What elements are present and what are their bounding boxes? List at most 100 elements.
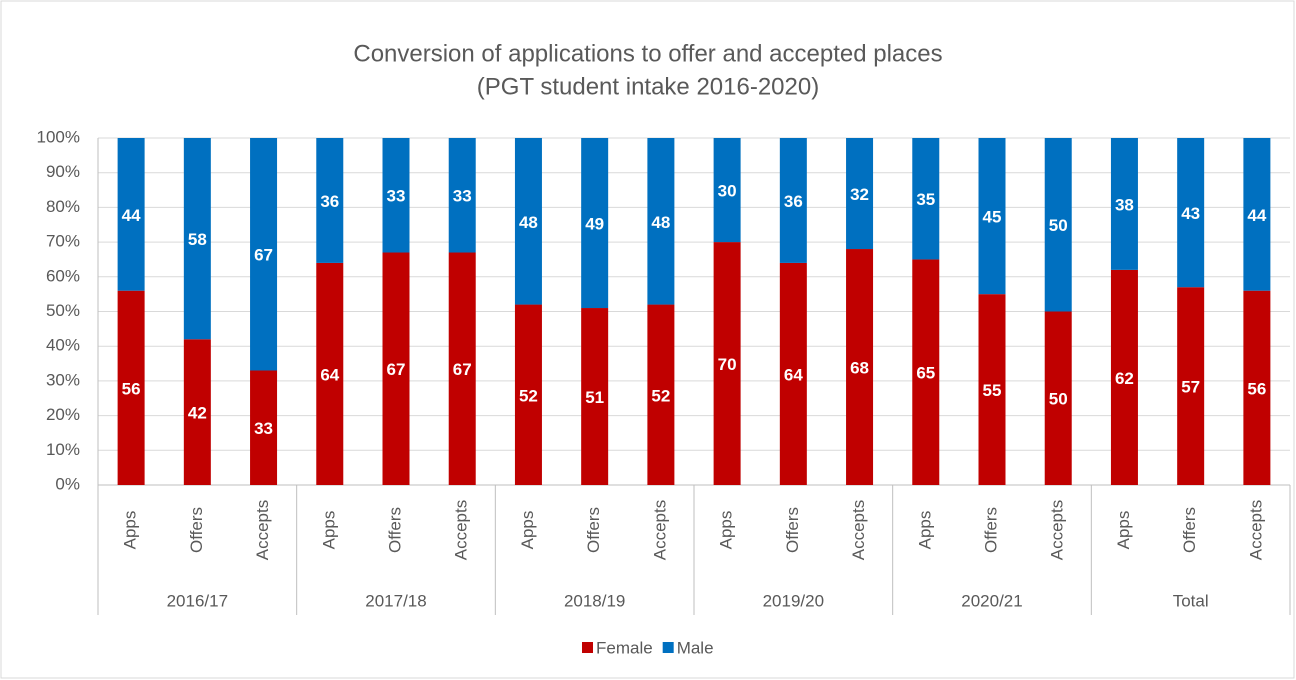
group-label: 2016/17 [167, 591, 228, 610]
x-tick-label: Offers [981, 507, 1000, 553]
data-label: 58 [188, 230, 207, 249]
bar-segment [846, 138, 874, 250]
data-label: 38 [1115, 195, 1134, 214]
bar-segment [1177, 287, 1205, 485]
bar-segment [117, 290, 145, 485]
data-label: 30 [718, 182, 737, 201]
data-label: 55 [983, 381, 1002, 400]
x-tick-label: Accepts [1246, 500, 1265, 560]
bar-segment [382, 252, 410, 485]
data-label: 52 [519, 386, 538, 405]
data-label: 50 [1049, 390, 1068, 409]
data-label: 56 [122, 379, 141, 398]
data-label: 70 [718, 355, 737, 374]
bar-segment [316, 262, 344, 485]
data-label: 67 [387, 360, 406, 379]
bar-segment [912, 259, 940, 485]
data-label: 65 [916, 364, 935, 383]
bar-segment [1044, 138, 1072, 312]
y-tick-label: 10% [46, 440, 80, 459]
data-label: 49 [585, 214, 604, 233]
bar-segment [1243, 138, 1271, 291]
x-tick-label: Accepts [452, 500, 471, 560]
y-tick-label: 100% [37, 127, 80, 146]
data-label: 43 [1181, 204, 1200, 223]
data-label: 68 [850, 359, 869, 378]
legend-swatch [662, 642, 674, 653]
data-label: 64 [784, 365, 803, 384]
legend-swatch [582, 642, 593, 653]
x-tick-label: Accepts [650, 500, 669, 560]
bar-segment [978, 138, 1006, 295]
data-label: 36 [320, 192, 339, 211]
bar-segment [514, 138, 542, 305]
data-label: 67 [453, 360, 472, 379]
data-label: 48 [651, 213, 670, 232]
bar-segment [1044, 311, 1072, 485]
data-label: 45 [983, 208, 1002, 227]
y-tick-label: 0% [55, 474, 80, 493]
data-label: 33 [453, 187, 472, 206]
data-label: 33 [387, 187, 406, 206]
bar-segment [1243, 290, 1271, 485]
x-tick-label: Apps [518, 511, 537, 550]
y-tick-label: 70% [46, 232, 80, 251]
data-label: 67 [254, 246, 273, 265]
bar-segment [779, 138, 807, 263]
data-label: 35 [916, 190, 935, 209]
data-label: 51 [585, 388, 604, 407]
bar-segment [250, 370, 278, 485]
bar-segment [1177, 138, 1205, 288]
x-tick-label: Apps [319, 511, 338, 550]
data-label: 32 [850, 185, 869, 204]
bar-segment [647, 304, 675, 485]
bar-segment [448, 138, 476, 253]
x-tick-label: Apps [1114, 511, 1133, 550]
x-tick-label: Accepts [253, 500, 272, 560]
data-label: 44 [1247, 206, 1266, 225]
data-label: 62 [1115, 369, 1134, 388]
x-tick-label: Accepts [1048, 500, 1067, 560]
group-label: 2018/19 [564, 591, 625, 610]
data-label: 52 [651, 386, 670, 405]
bar-segment [1110, 269, 1138, 485]
bar-segment [912, 138, 940, 260]
x-tick-label: Offers [584, 507, 603, 553]
x-tick-label: Offers [187, 507, 206, 553]
data-label: 36 [784, 192, 803, 211]
y-tick-label: 80% [46, 197, 80, 216]
bar-segment [713, 138, 741, 243]
bar-segment [978, 294, 1006, 485]
legend-label: Male [677, 638, 714, 657]
data-label: 56 [1247, 379, 1266, 398]
data-label: 33 [254, 419, 273, 438]
y-tick-label: 30% [46, 370, 80, 389]
data-label: 48 [519, 213, 538, 232]
data-label: 44 [122, 206, 141, 225]
x-tick-label: Offers [783, 507, 802, 553]
bar-segment [779, 262, 807, 485]
y-tick-label: 60% [46, 266, 80, 285]
group-label: 2017/18 [365, 591, 426, 610]
data-label: 42 [188, 404, 207, 423]
x-tick-label: Apps [915, 511, 934, 550]
x-tick-label: Apps [121, 511, 140, 550]
y-tick-label: 90% [46, 162, 80, 181]
bar-segment [713, 242, 741, 485]
x-tick-label: Offers [385, 507, 404, 553]
bar-segment [183, 138, 211, 340]
x-tick-label: Offers [1180, 507, 1199, 553]
data-label: 57 [1181, 378, 1200, 397]
bar-segment [647, 138, 675, 305]
chart-title: Conversion of applications to offer and … [353, 40, 942, 67]
y-tick-label: 50% [46, 301, 80, 320]
bar-segment [250, 138, 278, 371]
x-tick-label: Apps [717, 511, 736, 550]
x-tick-label: Accepts [849, 500, 868, 560]
bar-segment [183, 339, 211, 485]
bar-segment [1110, 138, 1138, 270]
y-tick-label: 20% [46, 405, 80, 424]
group-label: 2020/21 [961, 591, 1022, 610]
bar-segment [382, 138, 410, 253]
